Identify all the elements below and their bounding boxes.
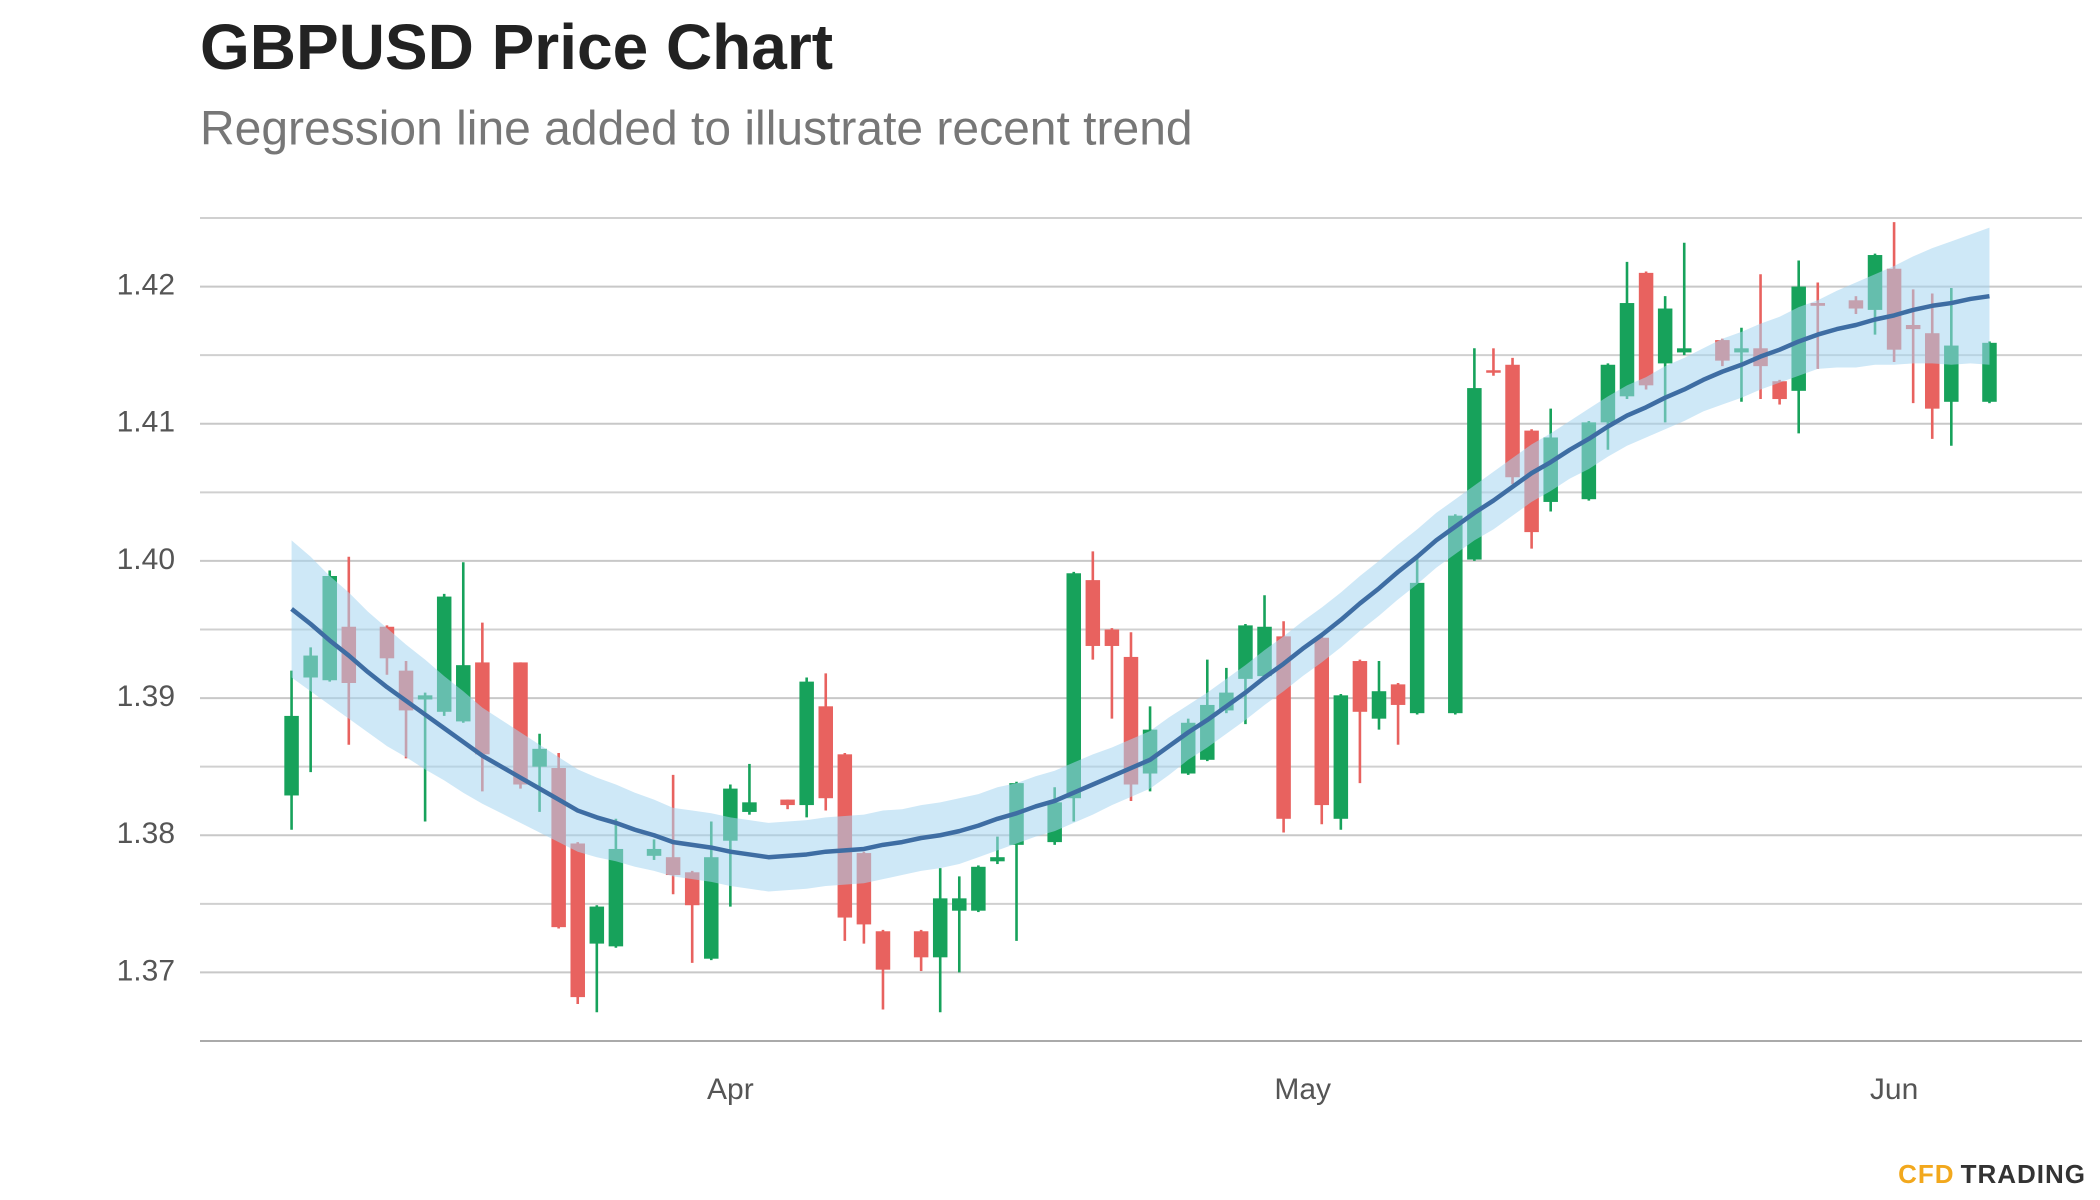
candle-body xyxy=(1486,370,1501,373)
candle-body xyxy=(742,802,757,812)
chart-title: GBPUSD Price Chart xyxy=(200,11,833,83)
candle-body xyxy=(780,799,795,806)
candle-body xyxy=(284,715,299,796)
candle-body xyxy=(1066,573,1082,799)
y-tick-label: 1.40 xyxy=(117,543,175,576)
brand-rest: TRADING xyxy=(1961,1159,2086,1189)
regression-line xyxy=(290,293,1990,860)
candle-body xyxy=(990,857,1005,862)
trend-overlay xyxy=(290,227,1990,892)
x-tick-label: May xyxy=(1274,1073,1331,1106)
brand-accent: CFD xyxy=(1898,1159,1954,1189)
candle-body xyxy=(1333,695,1349,819)
candle-body xyxy=(952,898,967,911)
candle-body xyxy=(932,898,948,958)
candle-body xyxy=(589,906,605,944)
candle-body xyxy=(799,681,814,806)
x-tick-label: Jun xyxy=(1870,1073,1918,1106)
candle-body xyxy=(1352,661,1368,712)
candle-body xyxy=(1371,691,1387,719)
candle-body xyxy=(875,931,891,970)
candle-body xyxy=(1409,582,1425,714)
candle-body xyxy=(971,866,986,911)
candle-body xyxy=(1104,629,1120,646)
candle-body xyxy=(913,931,929,958)
confidence-band xyxy=(291,227,1990,892)
chart-subtitle: Regression line added to illustrate rece… xyxy=(200,103,1193,156)
y-tick-label: 1.37 xyxy=(117,954,175,987)
candle-body xyxy=(1676,348,1692,353)
x-tick-label: Apr xyxy=(707,1073,754,1106)
candle-body xyxy=(1619,303,1635,397)
grid: 1.37 1.38 1.39 1.40 1.41 1.42 Apr May Jun xyxy=(117,217,2082,1106)
candle-body xyxy=(1390,684,1406,705)
candle-body xyxy=(684,872,700,906)
candle-body xyxy=(1772,381,1787,400)
candle-body xyxy=(818,706,833,799)
y-tick-label: 1.42 xyxy=(117,269,175,302)
brand-logo: CFD TRADING xyxy=(1898,1159,2086,1189)
candle-body xyxy=(1657,308,1673,364)
y-tick-label: 1.39 xyxy=(117,680,175,713)
candle-body xyxy=(608,848,624,947)
candle-body xyxy=(1448,515,1463,714)
candle-body xyxy=(570,843,585,998)
candle-body xyxy=(1505,364,1520,478)
y-tick-label: 1.38 xyxy=(117,817,175,850)
y-tick-label: 1.41 xyxy=(117,406,175,439)
candle-body xyxy=(1314,637,1330,806)
candle-body xyxy=(1085,580,1101,646)
candle-body xyxy=(1638,272,1654,386)
